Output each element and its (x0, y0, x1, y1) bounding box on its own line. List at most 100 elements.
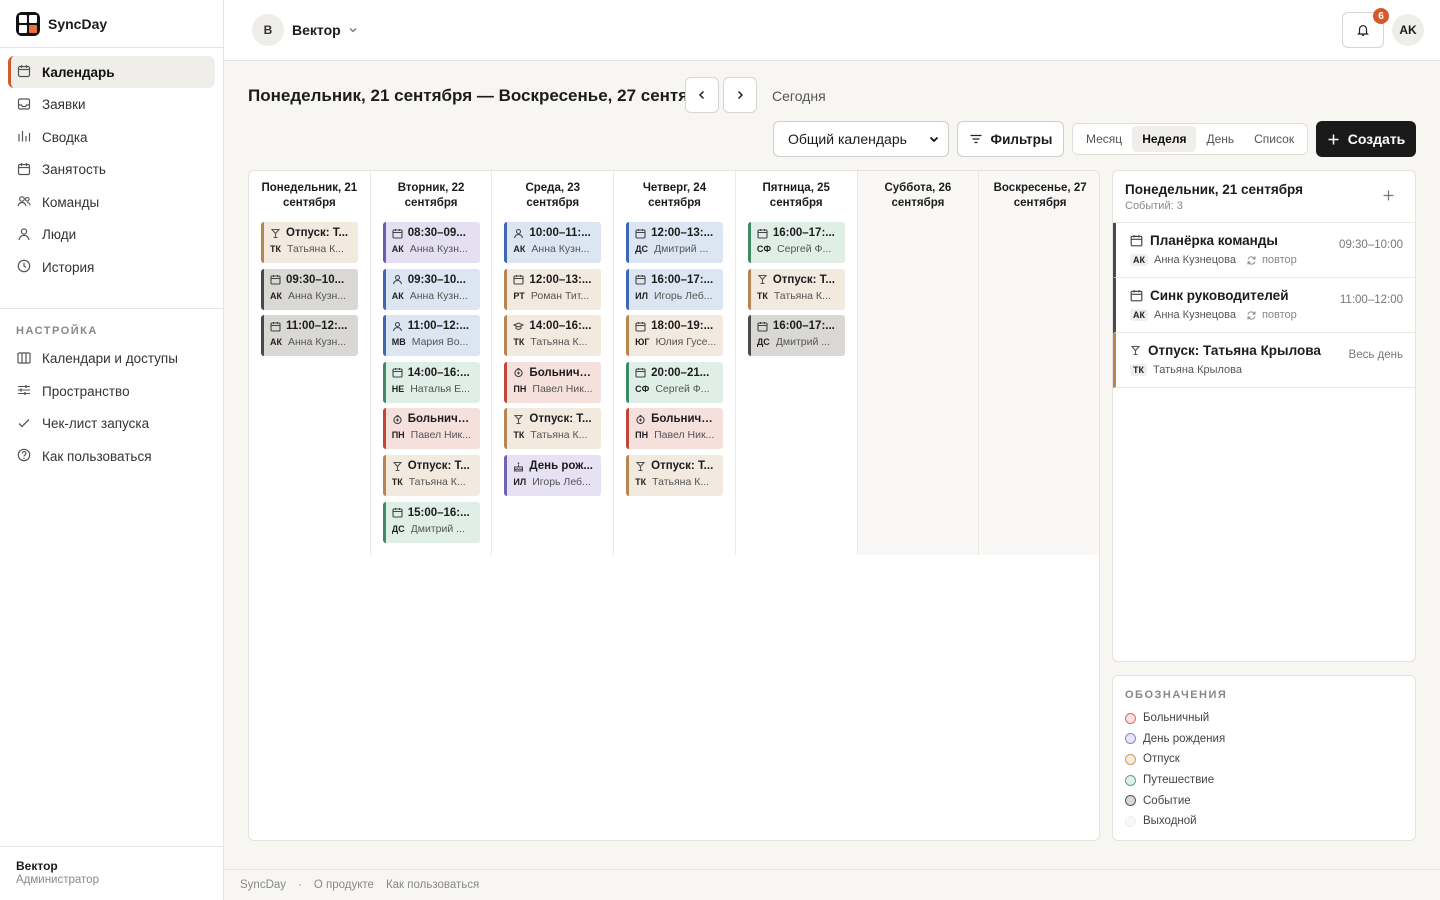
event-card[interactable]: Больничн... ПН Павел Ник... (626, 408, 724, 450)
event-card[interactable]: 11:00–12:... АК Анна Кузн... (261, 315, 358, 357)
day-panel-event-title-row: Синк руководителей (1130, 288, 1403, 303)
legend-title: ОБОЗНАЧЕНИЯ (1125, 689, 1228, 701)
view-tab-0[interactable]: Месяц (1086, 132, 1123, 146)
event-title: Отпуск: Т... (286, 227, 349, 239)
brand[interactable]: SyncDay (0, 0, 223, 48)
sidebar-item-main-3[interactable]: Занятость (8, 154, 215, 186)
person-initials: ПН (391, 430, 405, 441)
event-card[interactable]: Отпуск: Т... ТК Татьяна К... (747, 268, 845, 310)
event-card[interactable]: 11:00–12:... МВ Мария Во... (382, 315, 480, 357)
sidebar-item-main-0[interactable]: Календарь (8, 56, 215, 88)
event-title-row: 15:00–16:... (392, 507, 474, 519)
event-card[interactable]: 10:00–11:... АК Анна Кузн... (504, 222, 602, 263)
event-card[interactable]: 15:00–16:... ДС Дмитрий ... (382, 501, 480, 543)
legend-item: Выходной (1125, 811, 1403, 832)
person-initials: ТК (270, 244, 281, 254)
day-panel-events: Планёрка команды 09:30–10:00 АК Анна Кузнец… (1113, 223, 1415, 388)
event-card[interactable]: Отпуск: Т... ТК Татьяна К... (626, 455, 724, 496)
sidebar-item-main-1[interactable]: Заявки (8, 89, 215, 121)
event-person-row: ТК Татьяна К... (513, 429, 595, 441)
sidebar-item-main-2[interactable]: Сводка (8, 121, 215, 153)
view-tab-2[interactable]: День (1206, 132, 1235, 146)
event-card[interactable]: 08:30–09... АК Анна Кузн... (382, 222, 480, 263)
day-panel-count: Событий: 3 (1125, 200, 1183, 212)
event-card[interactable]: 12:00–13:... РТ Роман Тит... (504, 268, 602, 310)
sidebar-item-label: Календарь (42, 64, 115, 80)
prev-week-button[interactable] (685, 77, 719, 113)
event-card[interactable]: Отпуск: Т... ТК Татьяна К... (382, 455, 480, 496)
day-panel-event-meta: АК Анна Кузнецова повтор (1130, 254, 1403, 266)
columns-icon (16, 350, 34, 368)
day-panel-event-title-row: Планёрка команды (1130, 233, 1403, 248)
event-card[interactable]: 12:00–13:... ДС Дмитрий ... (626, 222, 724, 263)
view-tab-1[interactable]: Неделя (1132, 126, 1197, 152)
sidebar-item-main-4[interactable]: Команды (8, 186, 215, 218)
calendar-icon (16, 161, 34, 179)
user-icon (16, 226, 34, 244)
event-card[interactable]: Отпуск: Т... ТК Татьяна К... (504, 408, 602, 450)
event-card[interactable]: 09:30–10... АК Анна Кузн... (261, 268, 358, 310)
event-card[interactable]: Больничн... ПН Павел Ник... (504, 361, 602, 403)
legend-label: Путешествие (1143, 774, 1215, 787)
day-column: Понедельник, 21 сентября Отпуск: Т... ТК Та… (249, 171, 371, 555)
cocktail-icon (1130, 345, 1148, 356)
day-panel-event[interactable]: Планёрка команды 09:30–10:00 АК Анна Кузнец… (1113, 223, 1415, 278)
event-card[interactable]: День рож... ИЛ Игорь Леб... (504, 455, 602, 496)
repeat-icon (1246, 255, 1262, 266)
footer: SyncDay · О продукте Как пользоваться (224, 869, 1440, 900)
event-card[interactable]: 16:00–17:... СФ Сергей Ф... (747, 222, 845, 263)
event-card[interactable]: 16:00–17:... ИЛ Игорь Леб... (626, 268, 724, 310)
repeat-label: повтор (1261, 254, 1297, 266)
day-panel-event[interactable]: Синк руководителей 11:00–12:00 АК Анна Кузн… (1113, 278, 1415, 333)
footer-link[interactable]: Как пользоваться (385, 879, 480, 891)
filters-button[interactable]: Фильтры (957, 121, 1064, 157)
event-person-row: ПН Павел Ник... (392, 429, 474, 441)
event-card[interactable]: 14:00–16:... ТК Татьяна К... (504, 315, 602, 357)
inbox-icon (16, 96, 34, 114)
calendar-select[interactable]: Общий календарь (773, 121, 949, 157)
cocktail-icon (757, 274, 773, 285)
person-initials: ТК (391, 477, 403, 487)
create-button[interactable]: Создать (1316, 121, 1416, 157)
sidebar-item-main-5[interactable]: Люди (8, 219, 215, 251)
footer-link[interactable]: SyncDay (240, 879, 287, 891)
event-title: Больничн... (407, 413, 474, 426)
calendar-icon (757, 321, 773, 332)
person-name: Татьяна Крылова (1153, 364, 1243, 376)
sidebar-item-settings-1[interactable]: Пространство (8, 375, 215, 407)
legend-item: Событие (1125, 790, 1403, 811)
event-person-row: ДС Дмитрий ... (392, 523, 474, 535)
add-event-plus-icon[interactable] (1382, 189, 1395, 202)
person-icon (392, 274, 408, 285)
day-column: Вторник, 22 сентября 08:30–09... АК Анна Ку… (371, 171, 493, 555)
day-panel-event[interactable]: Отпуск: Татьяна Крылова Весь день ТК Татьян… (1113, 333, 1415, 388)
calendar-select-value: Общий календарь (788, 131, 907, 147)
footer-link[interactable]: О продукте (313, 879, 374, 891)
nav-divider (0, 307, 223, 309)
current-user[interactable]: Вектор Администратор (0, 846, 223, 900)
event-card[interactable]: 18:00–19:... ЮГ Юлия Гусе... (626, 315, 724, 357)
calendar-icon (392, 507, 408, 518)
calendar-icon (16, 63, 34, 81)
sidebar-item-settings-0[interactable]: Календари и доступы (8, 343, 215, 375)
event-person-row: АК Анна Кузн... (392, 243, 474, 255)
person-initials: АК (1130, 309, 1148, 321)
sidebar-item-main-6[interactable]: История (8, 251, 215, 283)
event-card[interactable]: Отпуск: Т... ТК Татьяна К... (261, 222, 358, 263)
event-card[interactable]: 16:00–17:... ДС Дмитрий ... (747, 315, 845, 357)
view-tab-3[interactable]: Список (1254, 132, 1295, 146)
sidebar-item-settings-3[interactable]: Как пользоваться (8, 440, 215, 472)
today-button[interactable]: Сегодня (772, 88, 826, 104)
event-title: 14:00–16:... (407, 366, 470, 379)
event-title-row: 08:30–09... (392, 227, 474, 239)
event-card[interactable]: Больничн... ПН Павел Ник... (382, 408, 480, 450)
next-week-button[interactable] (723, 77, 757, 113)
sidebar-item-settings-2[interactable]: Чек-лист запуска (8, 408, 215, 440)
workspace-switcher[interactable]: В Вектор (252, 14, 359, 46)
user-avatar[interactable]: AK (1392, 14, 1424, 46)
event-card[interactable]: 14:00–16:... НЕ Наталья Е... (382, 361, 480, 403)
event-card[interactable]: 20:00–21... СФ Сергей Ф... (626, 361, 724, 403)
event-card[interactable]: 09:30–10... АК Анна Кузн... (382, 268, 480, 310)
bandage-icon (635, 414, 651, 425)
cake-icon (513, 461, 529, 472)
